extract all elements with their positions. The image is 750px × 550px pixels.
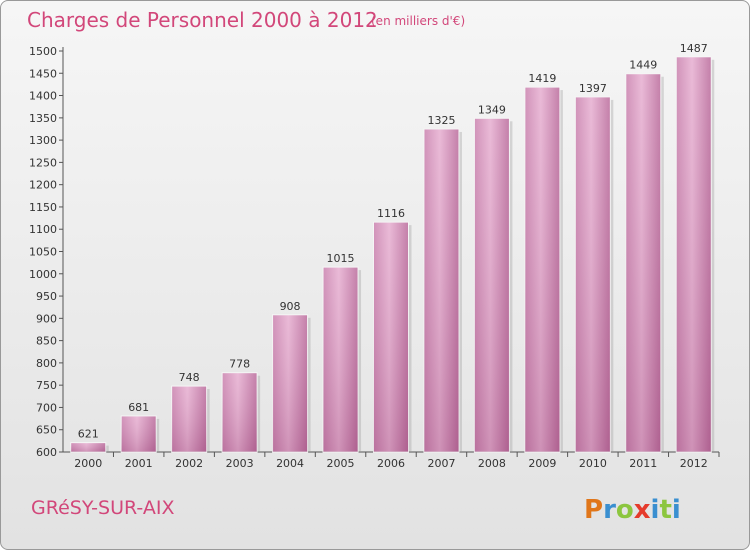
logo-letter: o [616,495,634,525]
chart-title: Charges de Personnel 2000 à 2012 [27,8,378,32]
proxiti-logo: Proxiti [584,495,681,525]
x-tick-label: 2012 [680,457,708,470]
logo-letter: P [584,495,603,525]
data-label: 778 [229,358,250,371]
data-label: 681 [128,401,149,414]
bar-shade [121,415,157,452]
y-tick-label: 1400 [29,90,57,103]
y-tick-label: 950 [36,290,57,303]
y-tick-label: 1100 [29,223,57,236]
bar-shade [70,442,106,452]
x-tick-label: 2011 [629,457,657,470]
y-tick-label: 1350 [29,112,57,125]
bar-shade [373,222,409,452]
bar-shade [272,314,308,452]
y-tick-label: 1500 [29,45,57,58]
data-label: 1449 [629,59,657,72]
bar-shade [625,73,661,453]
bar-shade [676,56,712,452]
bars [70,56,715,453]
data-label: 1419 [528,72,556,85]
data-label: 1325 [427,114,455,127]
x-tick-label: 2010 [579,457,607,470]
y-tick-label: 900 [36,312,57,325]
bar-shade [423,128,459,452]
commune-name: GRéSY-SUR-AIX [31,497,174,519]
data-label: 621 [78,428,99,441]
bar-shade [323,267,359,452]
y-tick-label: 850 [36,335,57,348]
x-tick-label: 2001 [125,457,153,470]
y-axis: 600 650 700 750 800 850 900 950 1000 1050 1100 1150… [29,45,64,459]
logo-letter: r [603,495,616,525]
data-label: 1397 [579,82,607,95]
data-label: 1015 [327,252,355,265]
bar-shade [575,96,611,453]
x-tick-label: 2006 [377,457,405,470]
y-tick-label: 1200 [29,179,57,192]
y-tick-label: 1250 [29,156,57,169]
y-tick-label: 1000 [29,268,57,281]
x-tick-label: 2008 [478,457,506,470]
bar-shade [222,372,258,452]
y-tick-label: 1450 [29,67,57,80]
x-tick-label: 2002 [175,457,203,470]
data-label: 908 [280,300,301,313]
data-label: 1487 [680,42,708,55]
data-labels: 621 681 748 778 908 1015 1116 1325 1349 1419 1397 1… [78,42,708,441]
data-label: 1116 [377,207,405,220]
y-tick-label: 700 [36,401,57,414]
y-tick-label: 650 [36,424,57,437]
bar-shade [171,386,207,452]
x-tick-label: 2003 [226,457,254,470]
y-tick-label: 750 [36,379,57,392]
logo-letter: t [659,495,671,525]
data-label: 748 [179,371,200,384]
bar-shade [474,118,510,452]
x-tick-label: 2009 [528,457,556,470]
y-tick-label: 800 [36,357,57,370]
chart-subtitle: (en milliers d'€) [371,14,465,28]
logo-letter: x [634,495,651,525]
y-tick-label: 1050 [29,246,57,259]
logo-letter: i [672,495,681,525]
y-tick-label: 1300 [29,134,57,147]
data-label: 1349 [478,103,506,116]
y-tick-label: 1150 [29,201,57,214]
x-tick-label: 2007 [427,457,455,470]
bar-shade [524,87,560,452]
x-tick-label: 2004 [276,457,304,470]
x-tick-label: 2000 [74,457,102,470]
y-tick-label: 600 [36,446,57,459]
logo-letter: i [651,495,660,525]
x-tick-label: 2005 [327,457,355,470]
x-axis: 2000 2001 2002 2003 2004 2005 2006 2007 2008 2009… [63,451,720,470]
